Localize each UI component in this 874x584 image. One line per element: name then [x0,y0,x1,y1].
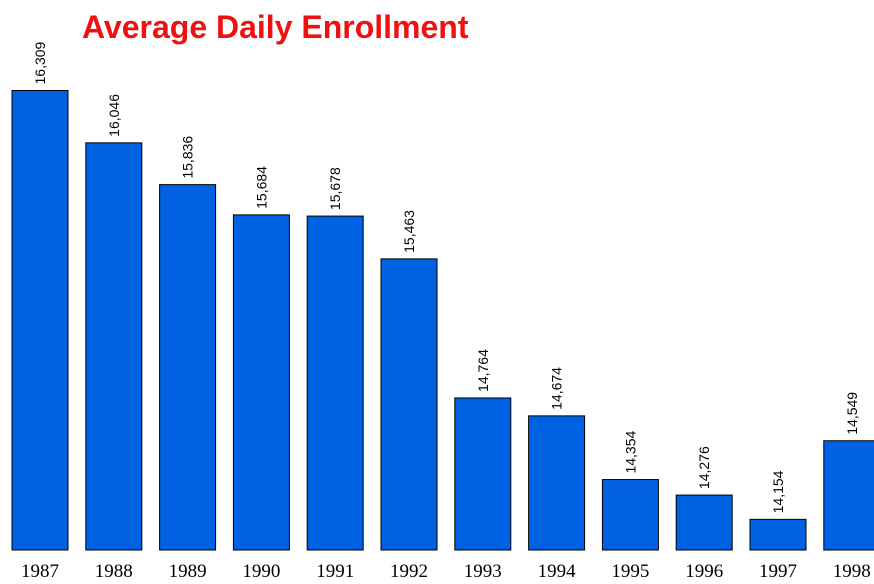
bar [306,215,364,551]
value-label: 15,684 [253,166,269,209]
bar [601,479,659,551]
bar [159,184,217,551]
value-label: 15,678 [327,167,343,210]
x-tick-label: 1992 [390,561,428,582]
value-label: 14,764 [475,349,491,392]
x-tick-label: 1994 [538,561,577,582]
chart-title: Average Daily Enrollment [82,9,469,45]
x-tick-label: 1989 [169,561,207,582]
bar [454,397,512,551]
value-label: 14,276 [696,446,712,489]
value-label: 14,354 [622,431,638,474]
x-tick-label: 1997 [759,561,797,582]
value-label: 15,836 [180,136,196,179]
bar [823,440,874,551]
x-tick-label: 1987 [21,561,59,582]
x-tick-label: 1998 [833,561,871,582]
bar [528,415,586,551]
value-label: 16,309 [32,41,48,84]
value-label: 16,046 [106,94,122,137]
bar [232,214,290,551]
value-label: 14,154 [770,470,786,513]
bar [85,142,143,551]
bar [675,494,733,551]
bar [11,90,69,551]
bar [749,518,807,551]
x-tick-label: 1988 [95,561,133,582]
x-tick-label: 1990 [242,561,280,582]
value-label: 15,463 [401,210,417,253]
bar [380,258,438,551]
x-tick-label: 1995 [611,561,649,582]
value-label: 14,674 [549,367,565,410]
x-tick-label: 1996 [685,561,723,582]
value-label: 14,549 [844,392,860,435]
x-tick-label: 1993 [464,561,502,582]
x-tick-label: 1991 [316,561,354,582]
